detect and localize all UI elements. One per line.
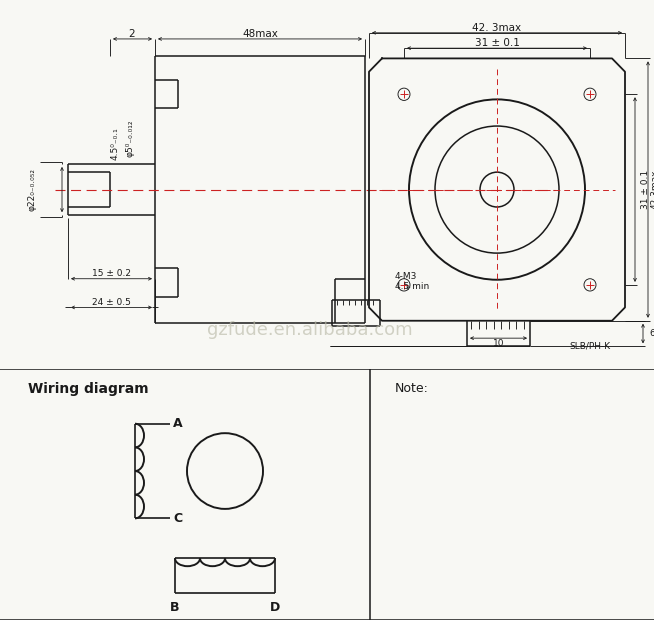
- Text: φ22₀₋₀.₀₅₂: φ22₀₋₀.₀₅₂: [27, 168, 37, 211]
- Text: φ5⁰₋₀.₀₁₂: φ5⁰₋₀.₀₁₂: [126, 120, 135, 157]
- Text: D: D: [270, 601, 280, 614]
- Text: Wiring diagram: Wiring diagram: [28, 382, 148, 396]
- Text: 10: 10: [492, 339, 504, 348]
- Text: 6.5: 6.5: [649, 329, 654, 338]
- Text: 4-M3: 4-M3: [395, 272, 417, 281]
- Text: 31 ± 0.1: 31 ± 0.1: [641, 170, 650, 209]
- Text: 15 ± 0.2: 15 ± 0.2: [92, 269, 131, 278]
- Text: Note:: Note:: [395, 383, 429, 396]
- Text: gzfude.en.alibaba.com: gzfude.en.alibaba.com: [207, 321, 413, 339]
- Text: 24 ± 0.5: 24 ± 0.5: [92, 298, 130, 307]
- Text: C: C: [173, 512, 182, 525]
- Text: 4.5 min: 4.5 min: [395, 283, 429, 291]
- Text: 42. 3max: 42. 3max: [472, 23, 521, 33]
- Text: B: B: [170, 601, 180, 614]
- Text: 48max: 48max: [242, 29, 278, 39]
- Text: A: A: [173, 417, 182, 430]
- Text: SLB/PH-K: SLB/PH-K: [570, 342, 611, 351]
- Text: 31 ± 0.1: 31 ± 0.1: [475, 38, 519, 48]
- Text: 42.3max: 42.3max: [651, 170, 654, 210]
- Text: 2: 2: [129, 29, 135, 39]
- Text: 4.5⁰₋₀.₁: 4.5⁰₋₀.₁: [111, 127, 120, 160]
